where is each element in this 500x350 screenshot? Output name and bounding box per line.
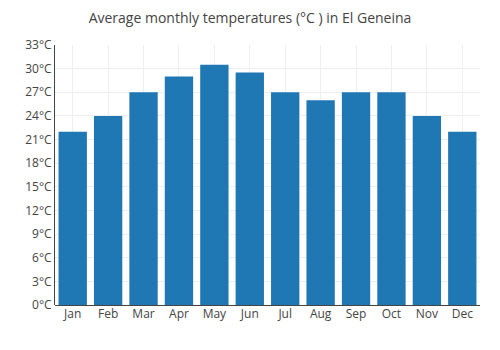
svg-text:33°C: 33°C <box>25 36 52 53</box>
svg-text:Aug: Aug <box>310 305 332 322</box>
svg-text:9°C: 9°C <box>32 225 52 242</box>
svg-text:Jul: Jul <box>277 305 292 322</box>
svg-text:Nov: Nov <box>416 305 438 322</box>
svg-text:Dec: Dec <box>452 305 473 322</box>
svg-text:12°C: 12°C <box>25 202 52 219</box>
svg-text:Sep: Sep <box>346 305 367 322</box>
svg-text:30°C: 30°C <box>25 60 52 77</box>
svg-text:Mar: Mar <box>132 305 154 322</box>
svg-text:15°C: 15°C <box>25 178 52 195</box>
svg-text:6°C: 6°C <box>32 249 52 266</box>
svg-text:Average monthly temperatures (: Average monthly temperatures (°C ) in El… <box>89 8 412 27</box>
svg-text:27°C: 27°C <box>25 83 52 100</box>
svg-text:Jun: Jun <box>240 305 259 322</box>
svg-text:Jan: Jan <box>63 305 81 322</box>
svg-text:0°C: 0°C <box>32 296 52 313</box>
svg-text:Oct: Oct <box>382 305 401 322</box>
svg-text:Feb: Feb <box>98 305 118 322</box>
svg-text:21°C: 21°C <box>25 131 52 148</box>
svg-text:Apr: Apr <box>169 305 189 322</box>
svg-text:24°C: 24°C <box>25 107 52 124</box>
svg-text:May: May <box>203 305 227 322</box>
svg-text:18°C: 18°C <box>25 154 52 171</box>
svg-text:3°C: 3°C <box>32 273 52 290</box>
